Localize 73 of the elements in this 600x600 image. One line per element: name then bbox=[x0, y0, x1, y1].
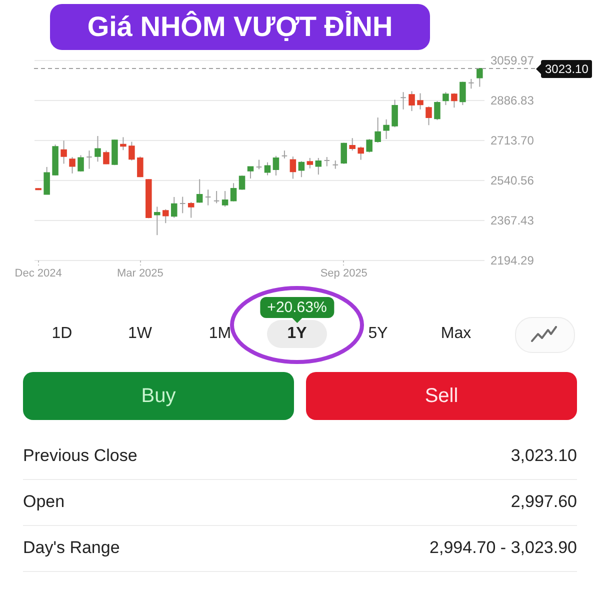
candlestick bbox=[264, 162, 271, 176]
candlestick bbox=[417, 92, 424, 110]
candlestick bbox=[408, 90, 415, 112]
candlestick bbox=[247, 166, 254, 180]
candlestick bbox=[222, 190, 228, 208]
candlestick bbox=[188, 202, 194, 218]
candlestick bbox=[298, 160, 305, 178]
candlestick bbox=[78, 154, 84, 172]
candlestick bbox=[383, 118, 390, 140]
x-tick-label: Mar 2025 bbox=[116, 268, 164, 280]
candlestick bbox=[468, 78, 474, 90]
candlestick bbox=[256, 159, 262, 170]
candlestick bbox=[162, 208, 169, 224]
text: Day's Range bbox=[23, 538, 120, 558]
candlestick bbox=[94, 136, 101, 162]
y-tick-label: 2540.56 bbox=[490, 174, 534, 188]
candlestick bbox=[442, 92, 449, 106]
candlestick bbox=[86, 150, 92, 170]
y-tick-label: 2713.70 bbox=[490, 134, 534, 148]
candlestick bbox=[137, 156, 144, 178]
candlestick bbox=[69, 156, 76, 174]
candlestick bbox=[306, 157, 314, 169]
button: Sell bbox=[306, 372, 577, 420]
candlestick bbox=[374, 117, 381, 144]
candlestick bbox=[272, 155, 280, 176]
y-tick-label: 2886.83 bbox=[490, 94, 534, 108]
candlestick bbox=[358, 146, 364, 160]
candlestick bbox=[154, 206, 160, 236]
candlestick bbox=[434, 100, 440, 121]
candlestick bbox=[281, 150, 288, 159]
candlestick bbox=[290, 156, 296, 180]
text: 1W bbox=[128, 324, 152, 344]
candlestick bbox=[315, 157, 322, 176]
text: 1D bbox=[52, 324, 72, 344]
candlestick bbox=[332, 160, 339, 170]
y-tick-label: 3059.97 bbox=[490, 54, 534, 68]
chart-title: Giá NHÔM VƯỢT ĐỈNH bbox=[87, 11, 393, 43]
x-tick-label: Sep 2025 bbox=[320, 268, 368, 280]
candlestick bbox=[349, 138, 356, 152]
candlestick bbox=[170, 196, 178, 218]
candlestick bbox=[128, 141, 135, 161]
x-tick-label: Dec 2024 bbox=[14, 268, 62, 280]
candlestick bbox=[204, 189, 212, 206]
candlestick bbox=[400, 92, 406, 110]
candlestick bbox=[366, 138, 372, 153]
text: 2,994.70 - 3,023.90 bbox=[430, 538, 577, 558]
button: Buy bbox=[23, 372, 294, 420]
text: 3,023.10 bbox=[510, 446, 577, 466]
candlestick bbox=[196, 178, 203, 204]
candlestick bbox=[392, 99, 398, 128]
candlestick bbox=[60, 140, 67, 164]
candlestick bbox=[324, 156, 330, 167]
text: 1Y bbox=[287, 324, 307, 344]
candlestick bbox=[179, 196, 186, 214]
candlestick bbox=[451, 92, 458, 108]
candlestick bbox=[460, 81, 466, 106]
y-tick-label: 2367.43 bbox=[490, 214, 534, 228]
candlestick bbox=[426, 106, 432, 126]
text: Previous Close bbox=[23, 446, 138, 466]
candlestick bbox=[213, 190, 220, 204]
candlestick bbox=[230, 182, 237, 202]
candlestick bbox=[238, 175, 246, 190]
candlestick bbox=[103, 150, 110, 165]
text: 1M bbox=[208, 324, 232, 344]
text: Open bbox=[23, 492, 65, 512]
y-tick-label: 2194.29 bbox=[490, 254, 534, 268]
candlestick bbox=[340, 142, 348, 164]
text: Max bbox=[440, 324, 472, 344]
text: 5Y bbox=[368, 324, 388, 344]
candlestick bbox=[120, 136, 126, 151]
text: 2,997.60 bbox=[510, 492, 577, 512]
banner: Giá NHÔM VƯỢT ĐỈNH bbox=[50, 4, 430, 50]
candlestick bbox=[44, 166, 50, 195]
